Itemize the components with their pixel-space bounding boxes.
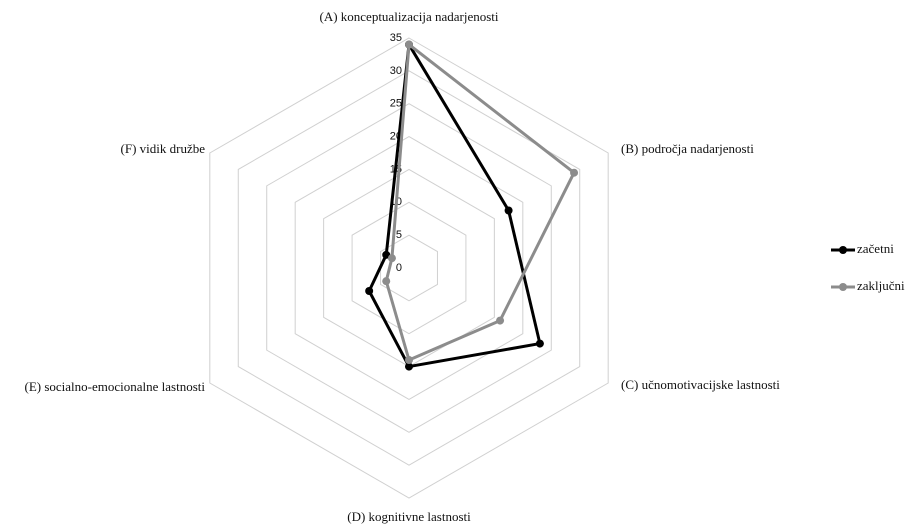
category-label: (B) področja nadarjenosti	[621, 141, 754, 156]
grid-ring	[380, 234, 438, 302]
series-marker	[504, 206, 513, 215]
legend-marker	[839, 246, 847, 254]
series-marker	[387, 254, 396, 263]
series-marker	[570, 168, 579, 177]
series-marker	[405, 362, 413, 371]
category-label: (D) kognitivne lastnosti	[347, 509, 471, 524]
grid-ring	[351, 201, 467, 335]
series-marker	[496, 316, 505, 325]
series-marker	[535, 339, 544, 348]
grid-ring	[266, 103, 552, 433]
tick-label: 0	[396, 262, 402, 274]
series-line	[384, 43, 576, 362]
category-label: (F) vidik družbe	[121, 141, 206, 156]
series-marker	[382, 277, 391, 286]
tick-label: 35	[390, 32, 402, 44]
tick-label: 5	[396, 229, 402, 241]
category-label: (A) konceptualizacija nadarjenosti	[319, 9, 498, 24]
grid-ring	[323, 168, 495, 368]
grid-ring	[294, 135, 524, 401]
category-label: (E) socialno-emocionalne lastnosti	[24, 379, 205, 394]
legend-label: začetni	[857, 241, 894, 256]
grid-ring	[237, 70, 581, 466]
tick-label: 25	[390, 98, 402, 110]
tick-label: 30	[390, 65, 402, 77]
series-marker	[365, 287, 374, 295]
category-label: (C) učnomotivacijske lastnosti	[621, 377, 780, 392]
series-marker	[405, 356, 413, 364]
legend-marker	[839, 283, 847, 291]
grid-ring	[209, 37, 609, 499]
series-marker	[405, 40, 413, 49]
legend-label: zaključni	[857, 278, 905, 293]
